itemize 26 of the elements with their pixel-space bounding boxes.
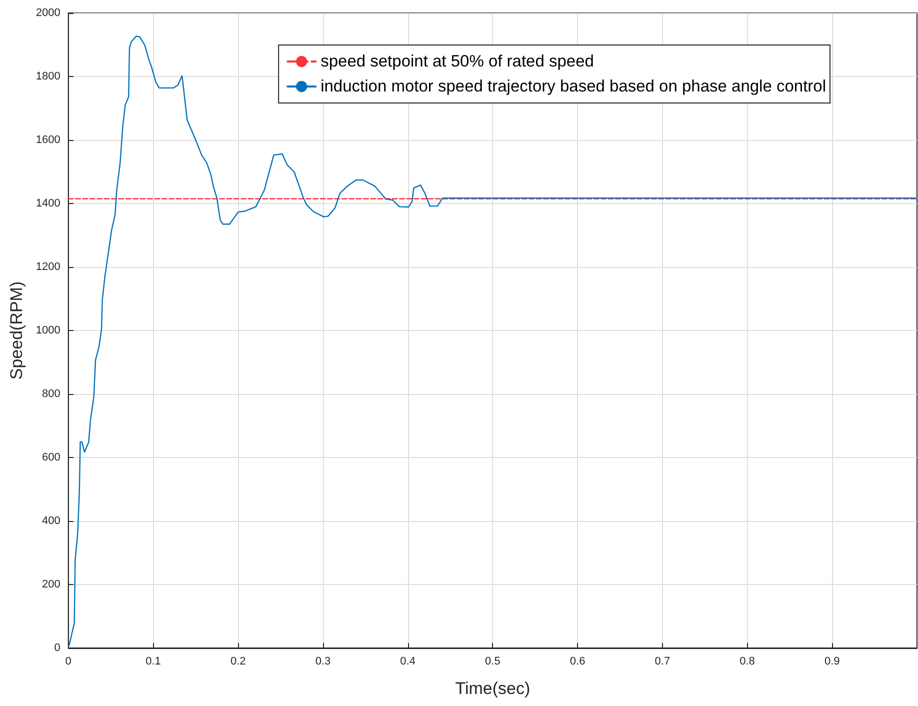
y-tick-label: 400 (42, 515, 60, 527)
x-tick-label: 0.3 (315, 656, 331, 668)
y-tick-label: 1000 (36, 324, 60, 336)
y-tick-label: 0 (54, 642, 60, 654)
x-tick-label: 0.9 (824, 656, 840, 668)
y-tick-label: 1400 (36, 198, 60, 210)
x-tick-label: 0 (65, 656, 72, 668)
legend-label: induction motor speed trajectory based based on phase angle control (320, 78, 826, 96)
y-tick-label: 800 (42, 388, 60, 400)
y-tick-label: 1800 (36, 70, 60, 82)
y-tick-label: 2000 (36, 7, 60, 19)
x-tick-label: 0.8 (740, 656, 755, 668)
x-axis-title: Time(sec) (455, 679, 530, 698)
x-tick-label: 0.1 (146, 656, 161, 668)
x-tick-label: 0.5 (485, 656, 500, 668)
y-tick-label: 1200 (36, 261, 60, 273)
x-tick-label: 0.7 (654, 656, 670, 668)
legend-label: speed setpoint at 50% of rated speed (320, 52, 594, 70)
x-tick-label: 0.2 (230, 656, 246, 668)
y-tick-label: 200 (42, 578, 60, 590)
y-axis-title: Speed(RPM) (7, 281, 26, 380)
x-tick-label: 0.4 (400, 656, 416, 668)
x-tick-label: 0.6 (570, 656, 586, 668)
y-tick-label: 1600 (36, 134, 60, 146)
line-series (68, 36, 918, 646)
y-tick-label: 600 (42, 452, 60, 464)
